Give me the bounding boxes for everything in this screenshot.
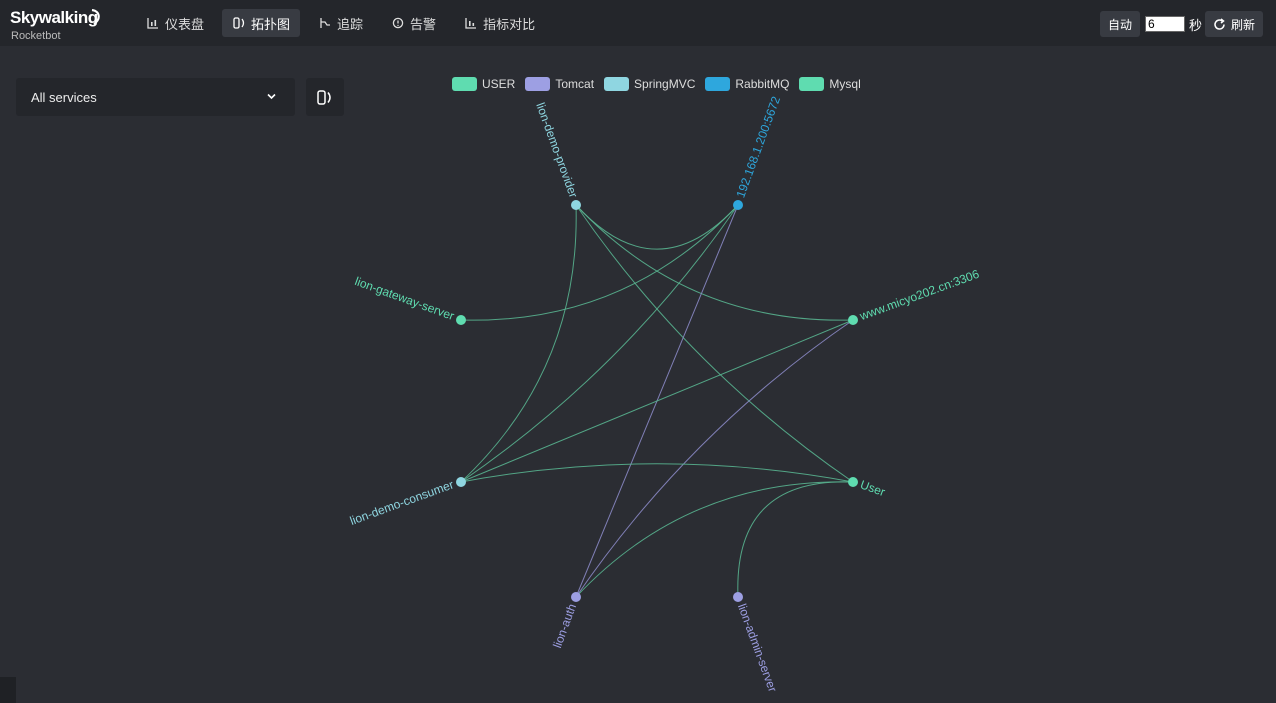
edge-user-admin[interactable] (737, 481, 854, 598)
edge-consumer-user[interactable] (460, 463, 854, 483)
node-provider[interactable] (571, 200, 581, 210)
nav-topology-label: 拓扑图 (251, 16, 291, 32)
legend-item-springmvc[interactable]: SpringMVC (604, 77, 695, 91)
edge-provider-rabbit[interactable] (575, 204, 739, 250)
node-label-mysql: www.micyo202.cn:3306 (857, 267, 981, 324)
auto-refresh-button[interactable]: 自动 (1099, 11, 1140, 37)
legend-label: RabbitMQ (735, 77, 790, 91)
nav-comparison-label: 指标对比 (483, 16, 536, 32)
node-label-admin: lion-admin-server (735, 602, 780, 694)
corner-widget[interactable] (0, 677, 16, 703)
node-user[interactable] (848, 477, 858, 487)
edge-user-auth[interactable] (575, 481, 854, 598)
node-auth[interactable] (571, 592, 581, 602)
nav-topology[interactable]: 拓扑图 (222, 9, 301, 37)
chevron-down-icon (267, 93, 276, 100)
legend-swatch (452, 77, 477, 91)
legend-item-tomcat[interactable]: Tomcat (525, 77, 594, 91)
alarm-icon (391, 16, 405, 30)
edge-provider-consumer[interactable] (460, 204, 577, 483)
node-rabbit[interactable] (733, 200, 743, 210)
nav-alarm-label: 告警 (410, 16, 437, 32)
legend-swatch (525, 77, 551, 91)
legend-label: Tomcat (555, 77, 595, 91)
edge-rabbit-gateway[interactable] (460, 204, 739, 321)
node-label-auth: lion-auth (550, 602, 579, 650)
nav-trace-label: 追踪 (337, 16, 364, 32)
legend-item-rabbitmq[interactable]: RabbitMQ (705, 77, 789, 91)
node-consumer[interactable] (456, 477, 466, 487)
nav-dashboard-label: 仪表盘 (165, 16, 205, 32)
main-nav: 仪表盘 拓扑图 追踪 告警 指标对比 (136, 9, 553, 37)
logo-subtitle: Rocketbot (11, 30, 61, 42)
legend-swatch (705, 77, 731, 91)
node-label-user: User (858, 477, 887, 499)
panel-toggle-icon (317, 89, 331, 105)
service-select-value: All services (31, 89, 97, 105)
legend-label: SpringMVC (634, 77, 696, 91)
node-mysql[interactable] (848, 315, 858, 325)
nav-comparison[interactable]: 指标对比 (454, 9, 545, 37)
edge-mysql-consumer[interactable] (460, 319, 854, 483)
trace-icon (318, 16, 332, 30)
logo-swoosh-icon (91, 9, 100, 25)
refresh-button[interactable]: 刷新 (1204, 11, 1263, 37)
dashboard-icon (146, 16, 160, 30)
node-gateway[interactable] (456, 315, 466, 325)
legend-swatch (604, 77, 630, 91)
panel-toggle-button[interactable] (306, 78, 344, 116)
edge-rabbit-consumer[interactable] (460, 204, 739, 483)
legend: USER Tomcat SpringMVC RabbitMQ Mysql (452, 76, 871, 92)
node-label-consumer: lion-demo-consumer (348, 477, 456, 528)
refresh-label: 刷新 (1230, 17, 1255, 32)
legend-item-mysql[interactable]: Mysql (799, 77, 861, 91)
interval-unit: 秒 (1188, 17, 1202, 33)
refresh-controls: 自动 秒 刷新 (1099, 11, 1263, 37)
edge-provider-user[interactable] (575, 204, 854, 483)
node-label-rabbit: 192.168.1.200:5672 (733, 94, 783, 199)
topology-icon (232, 16, 246, 30)
nav-alarm[interactable]: 告警 (381, 9, 446, 37)
nav-trace[interactable]: 追踪 (308, 9, 373, 37)
node-label-gateway: lion-gateway-server (353, 274, 456, 323)
refresh-icon (1213, 17, 1226, 31)
service-select[interactable]: All services (16, 78, 295, 116)
top-bar: Skywalking Rocketbot 仪表盘 拓扑图 追踪 (0, 0, 1276, 46)
logo-text: Skywalking (10, 8, 98, 27)
interval-input[interactable] (1144, 16, 1185, 32)
legend-label: USER (482, 77, 516, 91)
legend-item-user[interactable]: USER (452, 77, 515, 91)
legend-label: Mysql (829, 77, 861, 91)
edge-mysql-auth[interactable] (575, 319, 854, 598)
node-label-provider: lion-demo-provider (533, 101, 580, 200)
nav-dashboard[interactable]: 仪表盘 (136, 9, 214, 37)
comparison-icon (464, 16, 478, 30)
skywalking-logo[interactable]: Skywalking Rocketbot (10, 8, 110, 42)
legend-swatch (799, 77, 825, 91)
node-admin[interactable] (733, 592, 743, 602)
